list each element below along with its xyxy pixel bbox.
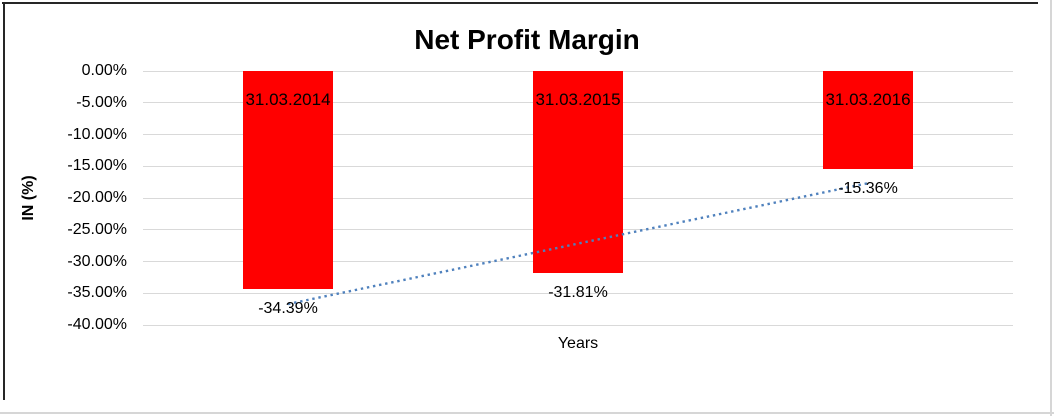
gridline (143, 292, 1013, 294)
y-axis-tick-label: -25.00% (67, 220, 127, 238)
y-axis-tick-label: -5.00% (76, 93, 127, 111)
y-axis-tick-label: -10.00% (67, 125, 127, 143)
chart-bar[interactable] (533, 71, 623, 273)
gridline (143, 324, 1013, 326)
value-label: -34.39% (258, 300, 318, 318)
chart-bar[interactable] (243, 71, 333, 290)
y-axis-tick-label: -40.00% (67, 316, 127, 333)
category-label: 31.03.2016 (825, 90, 911, 109)
y-axis-tick-label: -35.00% (67, 284, 127, 302)
y-axis-tick-label: 0.00% (81, 62, 127, 79)
category-label: 31.03.2015 (535, 90, 621, 109)
x-axis-title: Years (557, 335, 599, 352)
value-label: -15.36% (838, 179, 898, 197)
chart-border-left (3, 2, 5, 400)
window-edge-bottom (0, 412, 1054, 414)
y-axis-tick-label: -30.00% (67, 252, 127, 270)
window-edge-right (1050, 0, 1052, 416)
chart-title: Net Profit Margin (414, 24, 640, 55)
value-label: -31.81% (548, 283, 608, 301)
category-label: 31.03.2014 (245, 90, 331, 109)
chart-bar[interactable] (823, 71, 913, 169)
y-axis-tick-label: -15.00% (67, 157, 127, 175)
chart-border-top (2, 2, 1038, 4)
y-axis-tick-label: -20.00% (67, 189, 127, 206)
